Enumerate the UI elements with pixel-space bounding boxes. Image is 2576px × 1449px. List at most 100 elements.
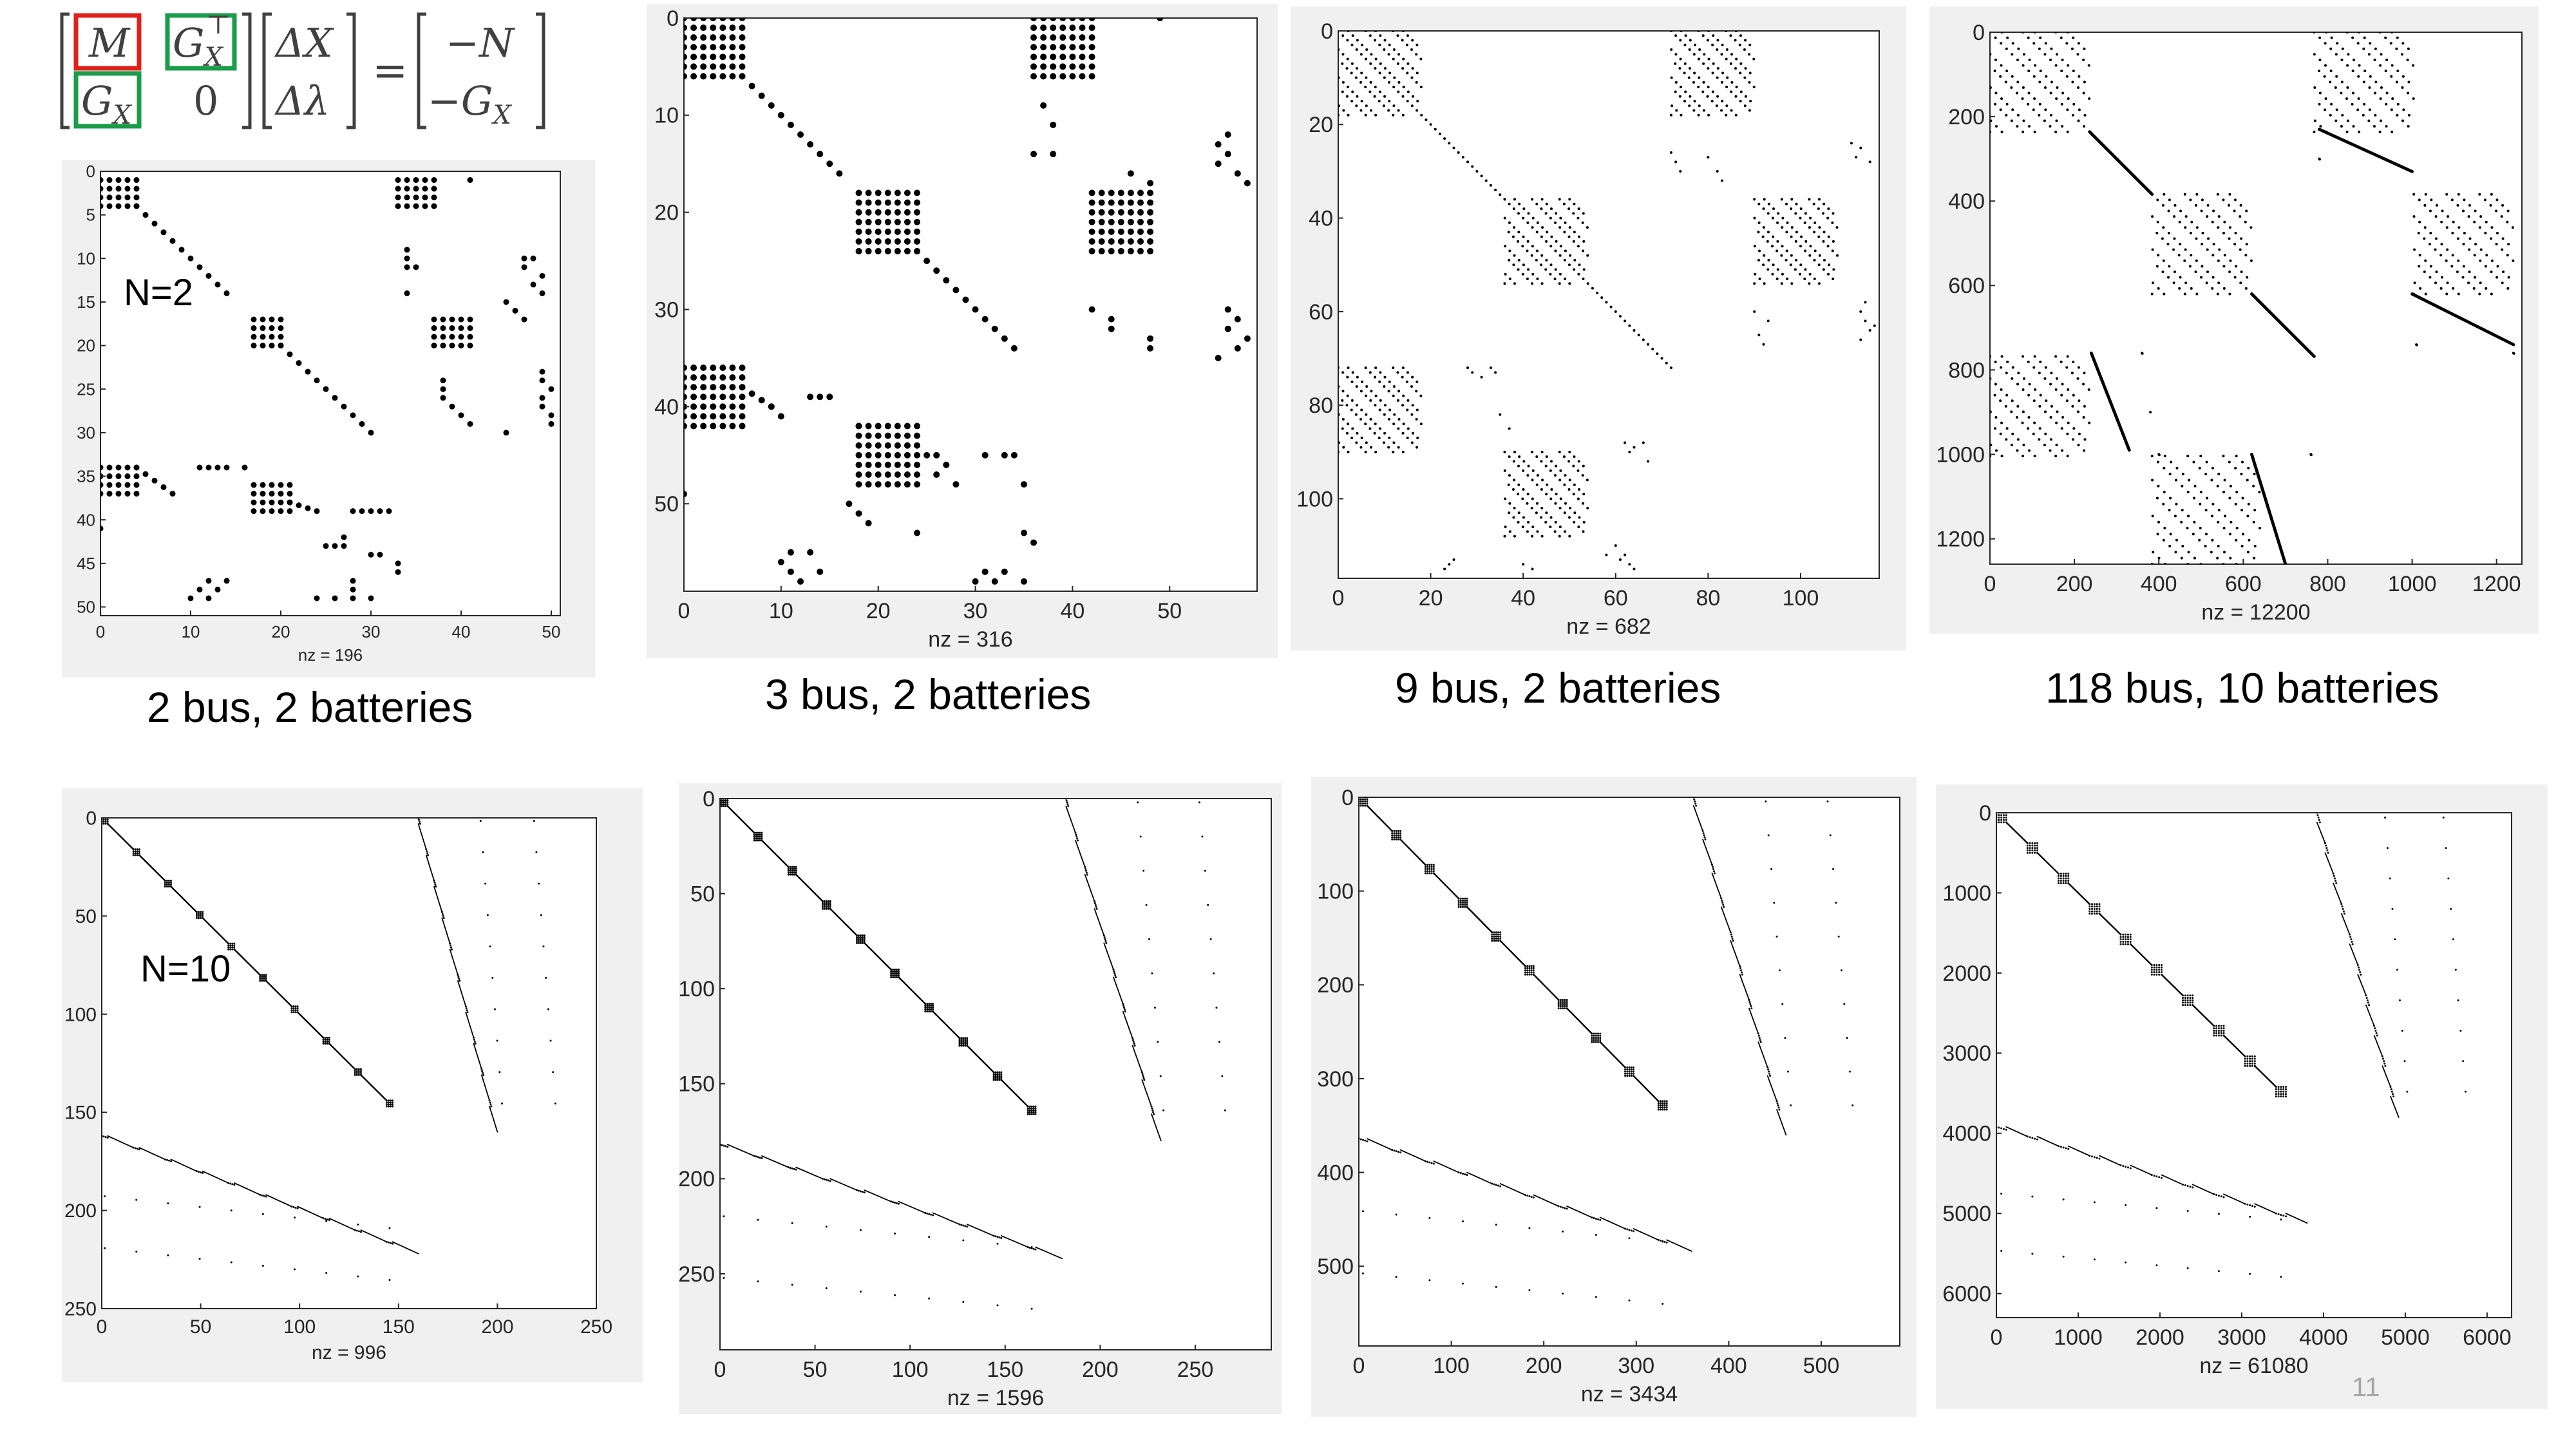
dense-block-marker [739, 413, 746, 420]
lower-coupling-band [202, 1170, 229, 1184]
dense-block-marker [1040, 53, 1047, 61]
lower-coupling-marker [202, 1171, 204, 1174]
sparse-block-marker [2206, 215, 2209, 218]
lower-coupling-marker [2096, 1157, 2098, 1159]
chain-block-marker [2249, 1060, 2251, 1063]
dense-block-marker [115, 177, 122, 184]
secondary-marker [2062, 1255, 2065, 1258]
dense-block-marker [1088, 73, 1095, 80]
chain-block-marker [932, 1009, 934, 1011]
sparse-block-marker [1674, 90, 1677, 93]
dense-block-marker [1137, 199, 1144, 206]
dense-block-marker [1059, 18, 1066, 21]
sparse-block-marker [2004, 404, 2007, 408]
dense-block-marker [1127, 209, 1134, 216]
nonzero-marker [1499, 413, 1502, 416]
secondary-marker [2445, 847, 2447, 849]
nonzero-marker [1215, 160, 1222, 167]
sparse-block-marker [1568, 478, 1571, 482]
dense-block-marker [100, 177, 104, 184]
sparse-block-marker [1531, 535, 1534, 538]
sparse-block-marker [1994, 416, 1998, 419]
dense-block-marker [719, 24, 726, 32]
sparse-block-marker [1794, 268, 1797, 271]
sparse-block-marker [1351, 90, 1354, 93]
dense-block-marker [729, 393, 736, 401]
dense-block-marker [690, 63, 697, 70]
sparse-block-marker [2044, 366, 2047, 369]
coupling-band [1075, 840, 1086, 868]
dense-block-marker [729, 53, 736, 61]
chain-block-marker [202, 913, 204, 915]
dense-block-marker [875, 471, 882, 478]
x-tick-label: 2000 [2136, 1325, 2184, 1350]
secondary-marker [498, 1071, 501, 1074]
sparse-block-marker [1365, 76, 1368, 79]
dense-block-marker [914, 199, 921, 206]
chain-block-marker [789, 867, 791, 870]
sparse-block-marker [1671, 104, 1674, 108]
sparse-block-marker [1771, 245, 1774, 248]
sparse-block-marker [2439, 287, 2443, 290]
coupling-marker [1750, 1007, 1753, 1010]
sparse-block-marker [1383, 431, 1387, 435]
dense-block-marker [684, 73, 687, 80]
y-tick-label: 250 [64, 1299, 97, 1320]
sparse-block-marker [1739, 62, 1743, 65]
nonzero-marker [530, 255, 536, 261]
dense-block-marker [690, 34, 697, 41]
chain-block-marker [392, 1105, 394, 1108]
lower-coupling-marker [2222, 1196, 2225, 1198]
sparse-block-marker [2033, 130, 2036, 133]
dense-block-marker [865, 442, 872, 449]
chain-block-marker [2220, 1027, 2222, 1030]
chain-block-marker [1364, 804, 1367, 807]
chain-block-marker [958, 1039, 961, 1041]
dense-block-marker [855, 451, 862, 459]
sparse-block-marker [1790, 235, 1793, 238]
chain-block-marker [863, 936, 866, 938]
sparse-block-marker [2204, 545, 2207, 548]
nonzero-marker [539, 395, 545, 401]
chain-diagonal [107, 822, 135, 850]
nonzero-marker [467, 177, 473, 184]
diagonal-marker [323, 386, 329, 392]
dense-block-marker [865, 461, 872, 468]
coupling-marker [434, 884, 437, 886]
chain-block-marker [827, 900, 829, 902]
sparse-block-marker [1730, 109, 1733, 112]
chain-block-marker [724, 801, 727, 804]
chain-block-marker [2067, 875, 2070, 877]
sparse-block-marker [2401, 86, 2404, 89]
sparse-block-marker [1540, 488, 1543, 491]
sparse-block-marker [1350, 43, 1354, 46]
dense-block-marker [914, 228, 921, 235]
chain-block-marker [198, 911, 200, 913]
dense-block-marker [260, 491, 266, 497]
sparse-block-marker [1670, 48, 1673, 52]
lower-coupling-marker [861, 1191, 864, 1193]
y-tick-label: 5 [86, 205, 95, 225]
chain-block-marker [2058, 882, 2060, 885]
sparse-block-marker [2217, 226, 2220, 229]
nonzero-marker [1873, 324, 1876, 327]
chain-block-marker [2062, 877, 2065, 880]
diagonal-band [2250, 453, 2287, 564]
coupling-marker [1075, 835, 1078, 838]
lower-coupling-marker [2277, 1213, 2280, 1215]
coupling-marker [1115, 976, 1117, 978]
sparse-block-marker [2212, 209, 2215, 213]
lower-coupling-band [170, 1159, 198, 1172]
x-tick-label: 300 [1618, 1354, 1654, 1378]
chain-block-marker [1630, 1072, 1633, 1075]
nonzero-marker [1868, 160, 1871, 164]
chain-block-marker [2280, 1090, 2282, 1093]
sparse-block-marker [2005, 372, 2008, 375]
sparse-block-marker [2385, 91, 2389, 95]
dense-block-marker [449, 334, 455, 340]
dense-block-marker [1147, 248, 1154, 255]
sparse-block-marker [2423, 226, 2427, 229]
chain-block-marker [894, 971, 896, 973]
nonzero-marker [350, 586, 356, 592]
